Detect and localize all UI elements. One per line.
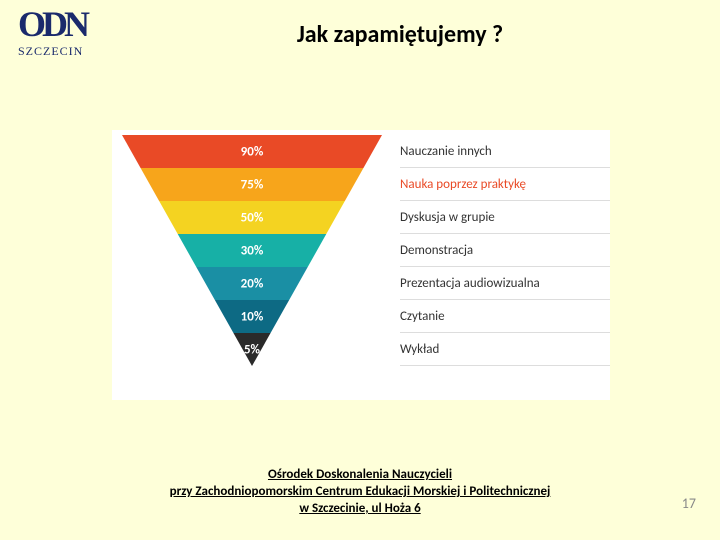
pyramid-percent: 20%: [241, 277, 264, 292]
pyramid-label: Demonstracja: [400, 234, 610, 267]
pyramid-label: Czytanie: [400, 300, 610, 333]
pyramid-percent: 5%: [244, 343, 261, 358]
pyramid-svg: 90% 75% 50% 30% 20% 10% 5%: [112, 130, 392, 376]
pyramid-label: Wykład: [400, 333, 610, 366]
pyramid-label: Prezentacja audiowizualna: [400, 267, 610, 300]
logo-subtitle: SZCZECIN: [18, 44, 96, 59]
logo: ODN SZCZECIN: [18, 8, 96, 76]
footer-line-1: Ośrodek Doskonalenia Nauczycieli: [0, 467, 720, 484]
pyramid-percent: 10%: [241, 310, 264, 325]
pyramid-label: Nauczanie innych: [400, 135, 610, 168]
pyramid-percent: 50%: [241, 211, 264, 226]
page-number: 17: [682, 495, 696, 512]
pyramid-labels: Nauczanie innychNauka poprzez praktykęDy…: [400, 135, 610, 366]
pyramid-label: Dyskusja w grupie: [400, 201, 610, 234]
pyramid-percent: 75%: [241, 178, 264, 193]
footer-line-3: w Szczecinie, ul Hoża 6: [0, 501, 720, 518]
logo-letters: ODN: [18, 8, 96, 41]
slide: ODN SZCZECIN Jak zapamiętujemy ? 90% 75% 5…: [0, 0, 720, 540]
footer-line-2: przy Zachodniopomorskim Centrum Edukacji…: [0, 484, 720, 501]
pyramid-percent: 90%: [241, 145, 264, 160]
slide-title: Jak zapamiętujemy ?: [200, 20, 600, 49]
learning-pyramid: 90% 75% 50% 30% 20% 10% 5% Nauczanie innychNau…: [112, 130, 610, 400]
pyramid-percent: 30%: [241, 244, 264, 259]
footer: Ośrodek Doskonalenia Nauczycieli przy Za…: [0, 467, 720, 518]
pyramid-label: Nauka poprzez praktykę: [400, 168, 610, 201]
